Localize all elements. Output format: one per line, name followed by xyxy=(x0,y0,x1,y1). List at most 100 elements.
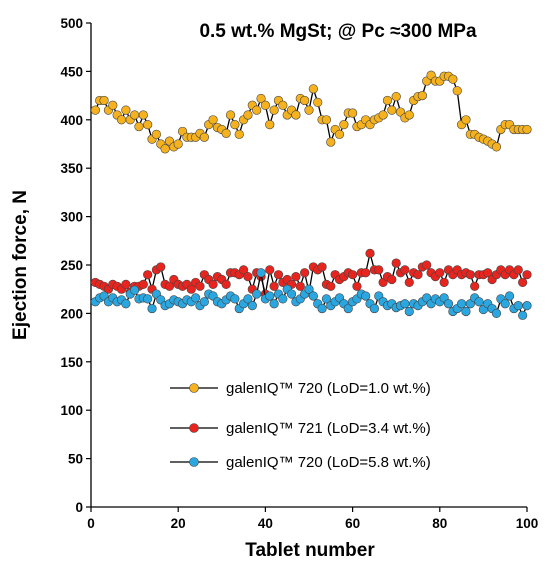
data-point xyxy=(404,110,414,120)
legend-label: galenIQ™ 720 (LoD=5.8 wt.%) xyxy=(226,454,431,471)
y-tick-label: 450 xyxy=(60,64,83,79)
data-point xyxy=(513,265,523,275)
data-point xyxy=(435,268,445,278)
data-point xyxy=(173,139,183,149)
x-tick-label: 0 xyxy=(87,516,95,531)
data-point xyxy=(230,294,240,304)
data-point xyxy=(518,310,528,320)
data-point xyxy=(99,95,109,106)
data-point xyxy=(143,270,153,280)
data-point xyxy=(378,110,388,120)
data-point xyxy=(348,270,358,280)
data-point xyxy=(269,105,279,115)
data-point xyxy=(308,291,318,301)
data-point xyxy=(404,306,414,317)
data-point xyxy=(422,260,432,270)
series-1 xyxy=(90,70,532,154)
x-tick-label: 80 xyxy=(432,516,447,531)
data-point xyxy=(361,268,371,278)
data-point xyxy=(225,110,236,120)
y-tick-label: 500 xyxy=(60,16,83,31)
legend-label: galenIQ™ 720 (LoD=1.0 wt.%) xyxy=(226,380,431,397)
data-point xyxy=(291,110,301,120)
data-point xyxy=(461,306,471,317)
data-point xyxy=(269,281,279,291)
data-point xyxy=(221,128,231,138)
data-point xyxy=(265,265,275,275)
data-point xyxy=(321,294,332,304)
data-point xyxy=(317,262,327,272)
y-tick-label: 100 xyxy=(60,403,83,418)
data-point xyxy=(208,115,218,125)
data-point xyxy=(304,284,314,294)
data-point xyxy=(243,294,253,304)
data-point xyxy=(160,144,170,154)
data-point xyxy=(138,279,148,289)
legend-item-1: galenIQ™ 720 (LoD=1.0 wt.%) xyxy=(170,380,431,397)
data-point xyxy=(247,301,257,311)
data-point xyxy=(278,294,288,304)
data-point xyxy=(252,105,262,115)
y-tick-label: 400 xyxy=(60,113,83,128)
x-axis-label: Tablet number xyxy=(245,540,375,561)
legend-item-3: galenIQ™ 720 (LoD=5.8 wt.%) xyxy=(170,454,431,471)
data-point xyxy=(313,97,323,107)
data-point xyxy=(256,268,266,278)
legend-item-2: galenIQ™ 721 (LoD=3.4 wt.%) xyxy=(170,420,431,437)
data-point xyxy=(121,279,131,289)
data-point xyxy=(199,132,209,142)
data-point xyxy=(317,303,327,314)
data-point xyxy=(474,297,484,307)
x-tick-label: 100 xyxy=(516,516,539,531)
data-point xyxy=(164,281,175,291)
y-tick-label: 300 xyxy=(60,210,83,225)
data-point xyxy=(278,100,288,110)
data-point xyxy=(186,284,196,294)
data-point xyxy=(374,265,384,275)
data-point xyxy=(452,86,462,96)
y-tick-label: 0 xyxy=(75,500,83,515)
data-point xyxy=(121,299,131,309)
data-point xyxy=(334,129,345,139)
data-point xyxy=(470,281,480,291)
data-point xyxy=(382,95,393,106)
data-point xyxy=(286,289,297,299)
data-point xyxy=(522,124,532,135)
chart-title: 0.5 wt.% MgSt; @ Pc ≈300 MPa xyxy=(199,21,477,42)
data-point xyxy=(522,270,532,280)
data-point xyxy=(483,268,493,278)
data-point xyxy=(134,121,144,132)
data-point xyxy=(234,129,244,139)
data-point xyxy=(191,293,201,303)
data-point xyxy=(417,90,427,101)
data-point xyxy=(387,105,397,115)
data-point xyxy=(343,303,353,314)
data-point xyxy=(339,120,349,130)
legend: galenIQ™ 720 (LoD=1.0 wt.%) galenIQ™ 721 … xyxy=(170,380,431,471)
legend-marker xyxy=(189,423,199,433)
data-point xyxy=(151,129,161,139)
data-point xyxy=(116,115,127,125)
data-point xyxy=(391,91,401,102)
data-point xyxy=(491,308,502,319)
data-point xyxy=(522,301,532,311)
data-point xyxy=(108,100,118,110)
y-tick-label: 150 xyxy=(60,355,83,370)
x-tick-label: 60 xyxy=(345,516,360,531)
data-point xyxy=(143,294,153,304)
data-point xyxy=(400,265,410,275)
data-point xyxy=(513,301,523,311)
y-tick-label: 50 xyxy=(68,452,83,467)
data-point xyxy=(369,303,380,314)
data-point xyxy=(326,281,336,291)
data-point xyxy=(304,105,314,115)
data-point xyxy=(252,289,262,299)
data-point xyxy=(361,291,371,301)
data-point xyxy=(518,277,528,288)
data-point xyxy=(291,272,301,282)
data-point xyxy=(130,110,140,120)
data-point xyxy=(461,115,471,125)
data-point xyxy=(500,299,510,309)
series-3 xyxy=(90,268,532,320)
